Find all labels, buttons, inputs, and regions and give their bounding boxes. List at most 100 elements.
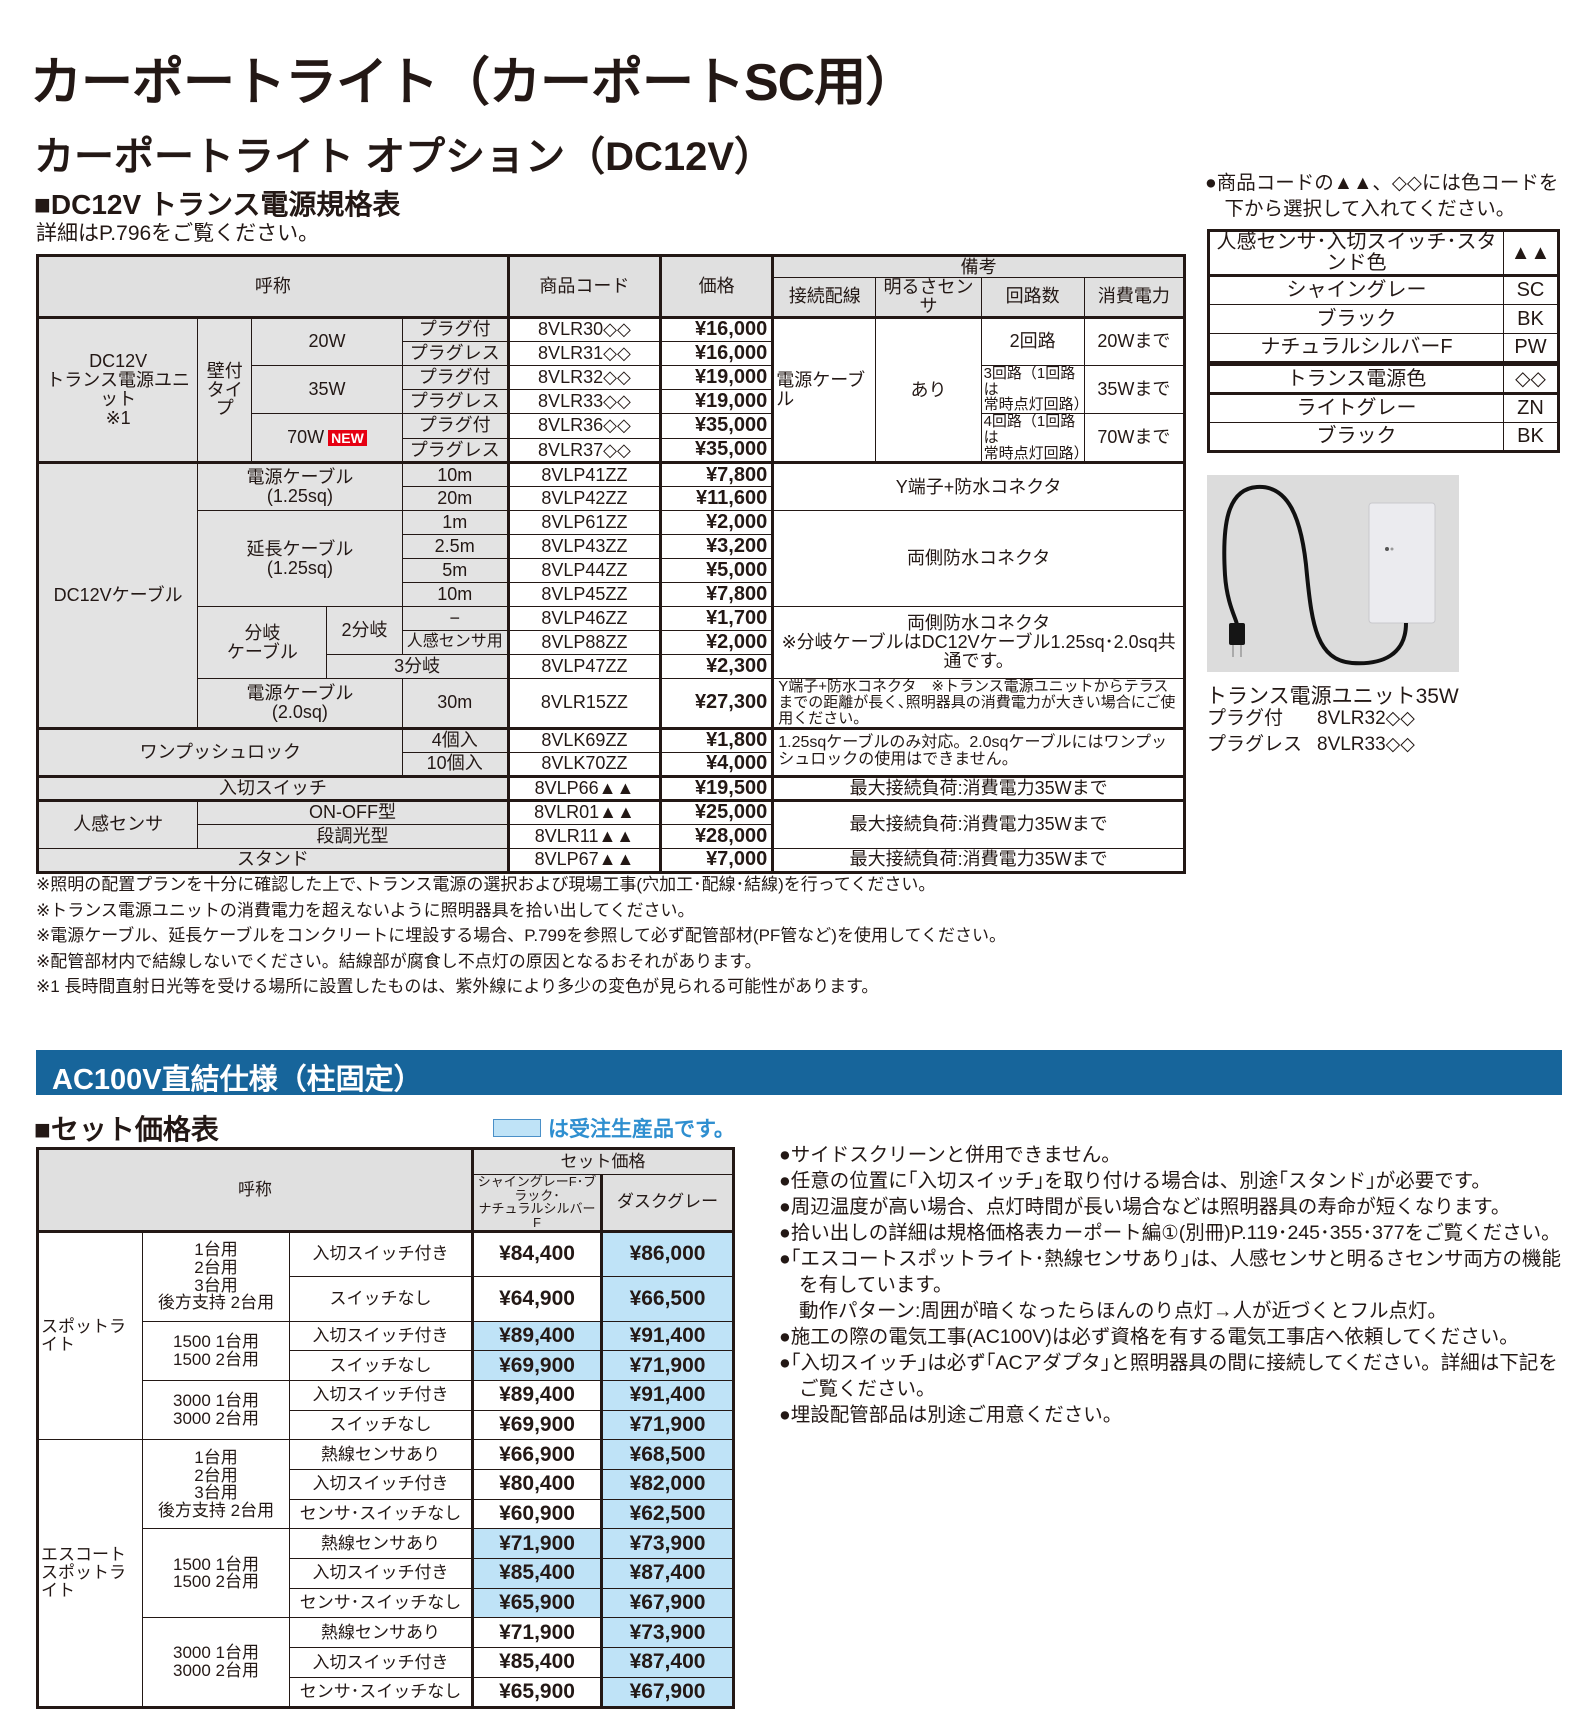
sensor-color-table: 人感センサ･入切スイッチ･スタンド色 ▲▲ シャイングレー SC ブラック BK ナチ… (1207, 229, 1560, 364)
table-row: 70W NEW プラグ付 8VLR36◇◇ ¥35,000 4回路（1回路は 常時… (38, 413, 1186, 464)
sub-label: 1500 1台用 1500 2台用 (142, 1320, 290, 1381)
price-cell: ¥69,900 (471, 1350, 603, 1381)
circuits-cell: 3回路（1回路は 常時点灯回路） (980, 364, 1085, 415)
size-cell: 1m (401, 510, 509, 536)
footnotes: ※照明の配置プランを十分に確認した上で､トランス電源の選択および現場工事(穴加工… (36, 872, 1006, 1000)
sub-label: 1500 1台用 1500 2台用 (142, 1528, 290, 1619)
table-row: スポットライト 1台用 2台用 3台用 後方支持 2台用 入切スイッチ付き ¥8… (37, 1230, 735, 1441)
ext-cable-label: 延長ケーブル (1.25sq) (197, 510, 403, 608)
color-name: ブラック (1208, 422, 1504, 452)
size-cell: 20m (401, 486, 509, 512)
price-cell: ¥62,500 (600, 1498, 735, 1530)
price-cell: ¥1,700 (659, 606, 774, 632)
price-cell: ¥91,400 (600, 1379, 735, 1411)
size-cell: 人感センサ用 (401, 630, 509, 656)
plug-cell: プラグ付 (401, 316, 509, 342)
color-code: ZN (1503, 393, 1559, 423)
code-cell: 8VLR36◇◇ (506, 413, 662, 439)
code-cell: 8VLK70ZZ (506, 751, 662, 777)
price-cell: ¥35,000 (659, 437, 774, 464)
table-row: スイッチなし ¥64,900 ¥66,500 (38, 1275, 735, 1322)
power-cell: 35Wまで (1083, 364, 1186, 415)
type-cell: 入切スイッチ付き (288, 1230, 474, 1277)
color-code: BK (1503, 304, 1559, 334)
type-cell: 入切スイッチ付き (288, 1379, 474, 1411)
page-title: カーポートライト（カーポートSC用） (30, 54, 917, 112)
table-row: 1500 1台用 1500 2台用 入切スイッチ付き ¥89,400 ¥91,4… (38, 1320, 735, 1381)
section-title-set-price: ■セット価格表 (34, 1114, 219, 1145)
ac-notes: ●サイドスクリーンと併用できません。 ●任意の位置に｢入切スイッチ｣を取り付ける… (779, 1142, 1569, 1428)
code-cell: 8VLR32◇◇ (506, 364, 662, 390)
unit-type: 壁付 タイプ (197, 316, 253, 464)
circuits-cell: 2回路 (980, 316, 1085, 366)
color-symbol: ◇◇ (1503, 364, 1559, 394)
note-item: ●｢エスコートスポットライト･熱線センサあり｣は、人感センサと明るさセンサ両方の… (779, 1248, 1562, 1296)
table-row: 2.5m 8VLP43ZZ ¥3,200 (38, 534, 1185, 560)
branch3-label: 3分岐 (326, 654, 509, 680)
code-cell: 8VLP44ZZ (506, 558, 662, 584)
price-cell: ¥66,500 (600, 1275, 735, 1322)
set-price-table: 呼称 セット価格 シャイングレーF･ブラック･ ナチュラルシルバーF ダスクグレ… (36, 1147, 736, 1709)
branch-cable-label: 分岐 ケーブル (197, 606, 328, 680)
stand-label: スタンド (37, 847, 509, 873)
price-cell: ¥19,000 (659, 388, 774, 415)
trans-color-table: トランス電源色 ◇◇ ライトグレー ZN ブラック BK (1207, 363, 1560, 453)
code-cell: 8VLP42ZZ (506, 486, 662, 512)
col-header-wiring: 接続配線 (771, 277, 877, 319)
code-cell: 8VLP43ZZ (506, 534, 662, 560)
price-cell: ¥4,000 (659, 751, 774, 777)
type-cell: 入切スイッチ付き (288, 1647, 474, 1678)
price-cell: ¥11,600 (659, 486, 774, 512)
photo-caption: トランス電源ユニット35W (1206, 685, 1459, 708)
plug-cell: プラグレス (401, 340, 509, 366)
note-item: ●サイドスクリーンと併用できません。 (779, 1144, 1121, 1166)
sensor-cell: あり (875, 316, 982, 464)
note-item: ●施工の際の電気工事(AC100V)は必ず資格を有する電気工事店へ依頼してくださ… (779, 1326, 1519, 1348)
power-cell: 70Wまで (1083, 413, 1186, 464)
color-name: シャイングレー (1208, 275, 1504, 305)
code-cell: 8VLR33◇◇ (506, 388, 662, 415)
remarks-cell: Y端子+防水コネクタ (771, 461, 1185, 512)
type-cell: 熱線センサあり (288, 1617, 474, 1649)
table-row: 分岐 ケーブル 2分岐 − 8VLP46ZZ ¥1,700 両側防水コネクタ ※… (38, 606, 1185, 680)
col-header-color2: ダスクグレー (600, 1174, 735, 1233)
type-cell: センサ･スイッチなし (288, 1498, 474, 1530)
price-cell: ¥85,400 (471, 1647, 603, 1678)
type-cell: 熱線センサあり (288, 1439, 474, 1470)
remarks-cell: 最大接続負荷:消費電力35Wまで (771, 847, 1185, 873)
plug-cell: プラグ付 (401, 364, 509, 390)
sub-label: 1台用 2台用 3台用 後方支持 2台用 (142, 1439, 290, 1530)
plug-cell: プラグレス (401, 437, 509, 464)
price-cell: ¥71,900 (600, 1409, 735, 1441)
col-header-code: 商品コード (506, 255, 662, 319)
price-cell: ¥19,000 (659, 364, 774, 390)
price-cell: ¥19,500 (659, 774, 774, 802)
branch2-label: 2分岐 (326, 606, 403, 656)
table-row: センサ･スイッチなし ¥65,900 ¥67,900 (38, 1676, 735, 1708)
price-cell: ¥65,900 (471, 1587, 603, 1619)
lock-label: ワンプッシュロック (37, 726, 403, 777)
price-cell: ¥35,000 (659, 413, 774, 439)
type-cell: スイッチなし (288, 1350, 474, 1381)
table-row: DC12V トランス電源ユニット ※1 壁付 タイプ 20W プラグ付 8VLR… (36, 316, 1186, 464)
price-cell: ¥89,400 (471, 1320, 603, 1352)
note-item: 動作パターン:周囲が暗くなったらほんのり点灯→人が近づくとフル点灯。 (799, 1300, 1447, 1322)
transformer-illustration (1222, 484, 1436, 666)
table-row: スタンド 8VLP67▲▲ ¥7,000 最大接続負荷:消費電力35Wまで (37, 847, 1185, 873)
type-cell: センサ･スイッチなし (288, 1676, 474, 1708)
plug-cell: プラグ付 (401, 413, 509, 439)
remarks-cell: 両側防水コネクタ ※分岐ケーブルはDC12Vケーブル1.25sq･2.0sq共通… (771, 606, 1185, 680)
sub-label: 3000 1台用 3000 2台用 (142, 1617, 290, 1708)
price-cell: ¥87,400 (600, 1647, 735, 1678)
table-row: 入切スイッチ付き ¥85,400 ¥87,400 (38, 1558, 735, 1589)
sensor-type-cell: ON-OFF型 (197, 799, 509, 825)
remarks-cell: Y端子+防水コネクタ ※トランス電源ユニットからテラスまでの距離が長く､照明器具… (771, 678, 1185, 729)
code-cell: 8VLR15ZZ (506, 678, 662, 729)
color-name: ナチュラルシルバーF (1208, 333, 1504, 363)
header-row: 呼称 商品コード 価格 備考 (37, 255, 1185, 319)
footnote: ※照明の配置プランを十分に確認した上で､トランス電源の選択および現場工事(穴加工… (36, 875, 936, 894)
price-cell: ¥3,200 (659, 534, 774, 560)
table-row: 人感センサ用 8VLP88ZZ ¥2,000 (38, 630, 1185, 656)
footnote: ※配管部材内で結線しないでください。結線部が腐食し不点灯の原因となるおそれがあり… (36, 951, 762, 971)
table-row: 3000 1台用 3000 2台用 熱線センサあり ¥71,900 ¥73,90… (38, 1617, 735, 1708)
